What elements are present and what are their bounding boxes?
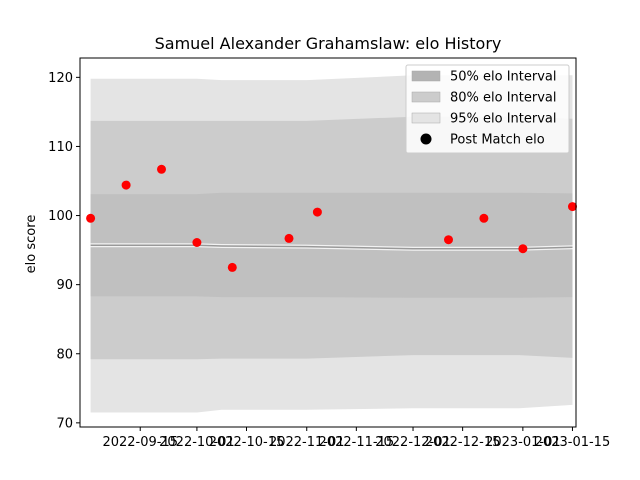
x-tick-label: 2022-12-01	[375, 435, 451, 450]
y-tick-label: 100	[48, 209, 73, 224]
x-tick-label: 2022-11-15	[319, 435, 395, 450]
legend: 50% elo Interval 80% elo Interval 95% elo …	[405, 64, 570, 154]
legend-label: 50% elo Interval	[450, 70, 557, 85]
legend-label: Post Match elo	[450, 133, 545, 148]
plot-frame	[79, 57, 577, 428]
post-match-point	[479, 213, 489, 223]
x-tick-label: 2022-10-01	[159, 435, 235, 450]
legend-swatch	[411, 91, 441, 103]
post-match-point	[284, 233, 294, 243]
x-tick-label: 2022-12-15	[425, 435, 501, 450]
y-tick-label: 80	[56, 347, 73, 362]
post-match-point	[192, 238, 202, 247]
legend-swatch	[411, 70, 441, 82]
legend-box	[405, 64, 570, 154]
post-match-point	[518, 244, 528, 254]
y-tick-label: 120	[48, 71, 73, 86]
x-tick-label: 2022-11-01	[269, 435, 345, 450]
x-tick-label: 2022-09-15	[102, 435, 178, 450]
legend-label: 80% elo Interval	[450, 91, 557, 106]
y-tick-label: 110	[48, 140, 73, 155]
x-tick-label: 2023-01-01	[485, 435, 561, 450]
chart-title: Samuel Alexander Grahamslaw: elo History	[155, 34, 502, 53]
legend-item-95-interval: 95% elo Interval	[411, 112, 557, 127]
legend-item-50-interval: 50% elo Interval	[411, 70, 557, 85]
x-tick-label: 2022-10-15	[209, 435, 285, 450]
plot-area	[86, 75, 577, 413]
post-match-point	[121, 180, 131, 190]
post-match-point	[86, 213, 96, 223]
post-match-point	[227, 262, 237, 272]
y-tick-label: 90	[56, 278, 73, 293]
post-match-point	[568, 202, 577, 212]
legend-label: 95% elo Interval	[450, 112, 557, 127]
axes: 7080901001101202022-09-152022-10-012022-…	[48, 57, 611, 450]
y-axis-label: elo score	[24, 215, 39, 274]
legend-item-80-interval: 80% elo Interval	[411, 91, 557, 106]
x-tick-label: 2023-01-15	[535, 435, 611, 450]
legend-marker-dot	[420, 133, 432, 145]
legend-item-post-match: Post Match elo	[420, 133, 545, 148]
post-match-point	[312, 207, 322, 217]
post-match-point	[444, 235, 453, 245]
legend-swatch	[411, 112, 441, 124]
y-tick-label: 70	[56, 416, 73, 431]
post-match-point	[157, 164, 166, 174]
